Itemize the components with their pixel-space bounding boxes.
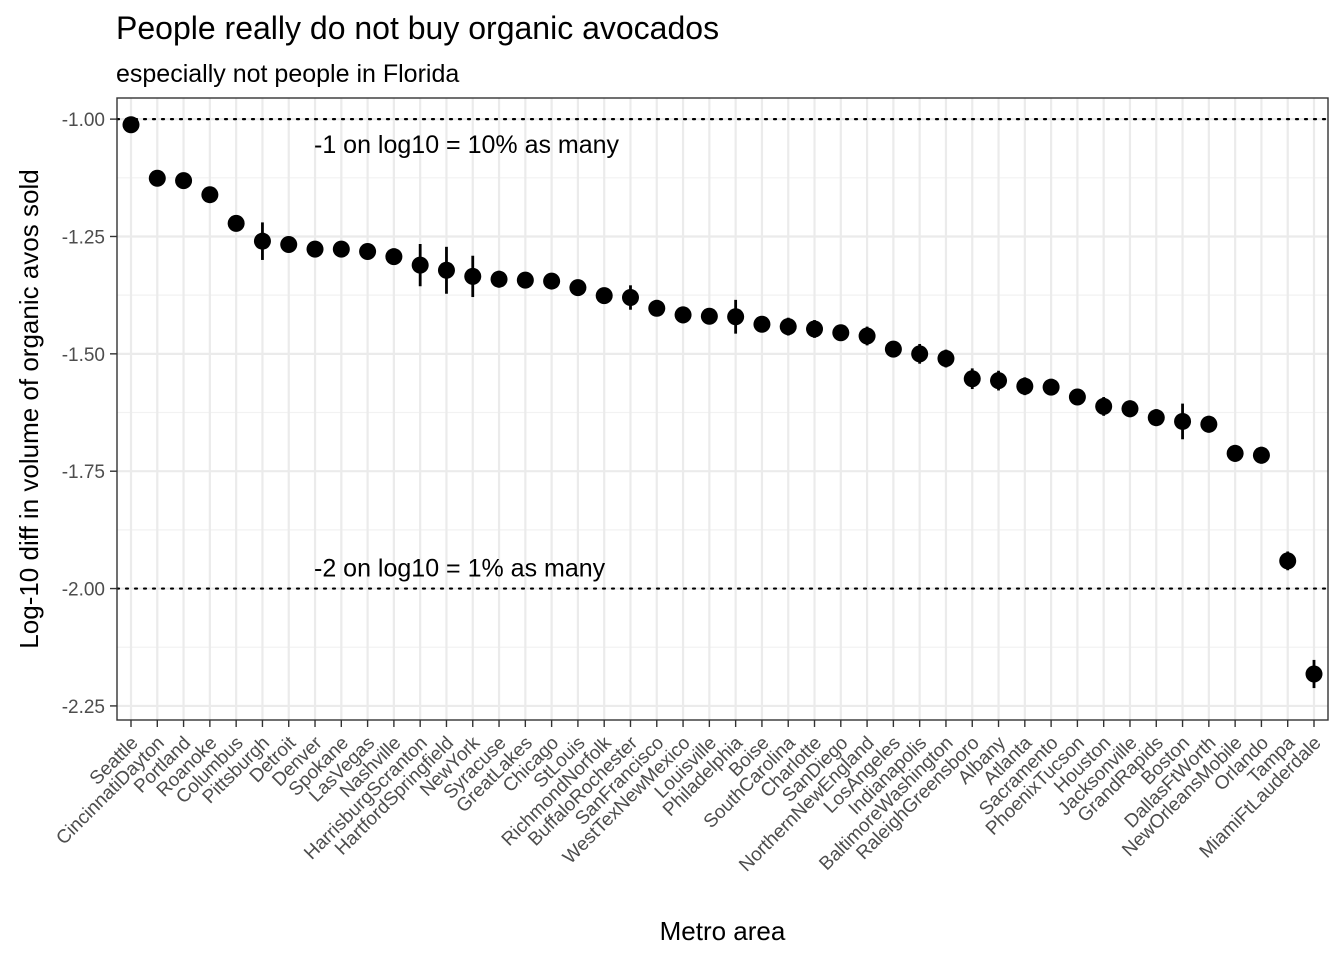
data-point <box>1095 397 1113 415</box>
grid-major <box>117 98 1328 720</box>
data-point <box>175 172 193 190</box>
data-point <box>1305 665 1323 683</box>
data-point <box>1200 415 1218 433</box>
data-point <box>359 243 377 261</box>
data-point <box>674 306 692 324</box>
data-point <box>727 308 745 326</box>
y-tick-label: -1.75 <box>62 462 105 483</box>
data-point <box>990 372 1008 390</box>
data-point <box>569 279 587 297</box>
data-point <box>411 256 429 274</box>
y-tick-label: -2.00 <box>62 580 105 601</box>
chart-title: People really do not buy organic avocado… <box>116 10 720 46</box>
data-point <box>437 261 455 279</box>
reference-lines <box>115 118 1330 590</box>
x-axis-title: Metro area <box>660 916 786 946</box>
data-point <box>937 350 955 368</box>
data-point <box>543 272 561 290</box>
data-point <box>858 327 876 345</box>
data-point <box>1279 552 1297 570</box>
data-point <box>884 340 902 358</box>
data-point <box>700 307 718 325</box>
grid-minor <box>117 177 1328 648</box>
data-point <box>1016 377 1034 395</box>
reference-label: -2 on log10 = 1% as many <box>314 555 606 583</box>
y-axis: -1.00 -1.25 -1.50 -1.75 -2.00 -2.25 <box>62 110 117 718</box>
data-point <box>1252 446 1270 464</box>
y-tick-label: -2.25 <box>62 697 105 718</box>
data-point <box>1147 409 1165 427</box>
reference-label: -1 on log10 = 10% as many <box>314 131 620 159</box>
data-point <box>148 169 166 187</box>
data-point <box>490 270 508 288</box>
data-point <box>832 324 850 342</box>
data-point <box>516 271 534 289</box>
data-point <box>911 345 929 363</box>
y-tick-label: -1.50 <box>62 345 105 366</box>
data-point <box>332 240 350 258</box>
data-point <box>963 370 981 388</box>
data-point <box>253 232 271 250</box>
data-point <box>306 240 324 258</box>
panel-border <box>116 97 1329 721</box>
data-point <box>201 186 219 204</box>
data-point <box>648 299 666 317</box>
data-point <box>464 267 482 285</box>
data-point <box>779 318 797 336</box>
data-points <box>122 116 1323 683</box>
data-point <box>1174 412 1192 430</box>
data-point <box>227 214 245 232</box>
x-axis: SeattleCincinnatiDaytonPortlandRoanokeCo… <box>52 720 1326 876</box>
y-tick-label: -1.00 <box>62 110 105 131</box>
data-point <box>806 320 824 338</box>
data-point <box>1068 388 1086 406</box>
data-point <box>1042 378 1060 396</box>
data-point <box>595 287 613 305</box>
y-axis-title: Log-10 diff in volume of organic avos so… <box>14 169 44 648</box>
data-point <box>385 248 403 266</box>
chart-subtitle: especially not people in Florida <box>116 60 460 88</box>
y-tick-label: -1.25 <box>62 227 105 248</box>
data-point <box>1121 400 1139 418</box>
data-point <box>122 116 140 134</box>
data-point <box>1226 444 1244 462</box>
reference-labels: -1 on log10 = 10% as many -2 on log10 = 1… <box>314 131 620 582</box>
data-point <box>753 315 771 333</box>
data-point <box>621 289 639 307</box>
data-point <box>280 235 298 253</box>
